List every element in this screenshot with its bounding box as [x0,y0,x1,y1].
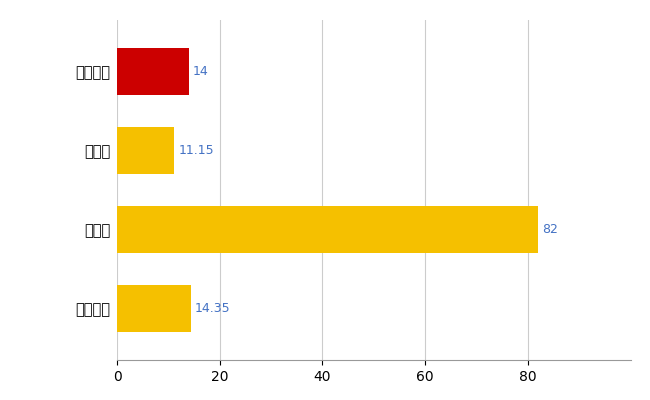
Bar [117,206,538,253]
Bar [117,127,174,174]
Text: 14: 14 [193,65,209,78]
Text: 14.35: 14.35 [195,302,230,315]
Bar [117,48,189,95]
Text: 11.15: 11.15 [178,144,214,157]
Bar [117,285,190,332]
Text: 82: 82 [542,223,558,236]
